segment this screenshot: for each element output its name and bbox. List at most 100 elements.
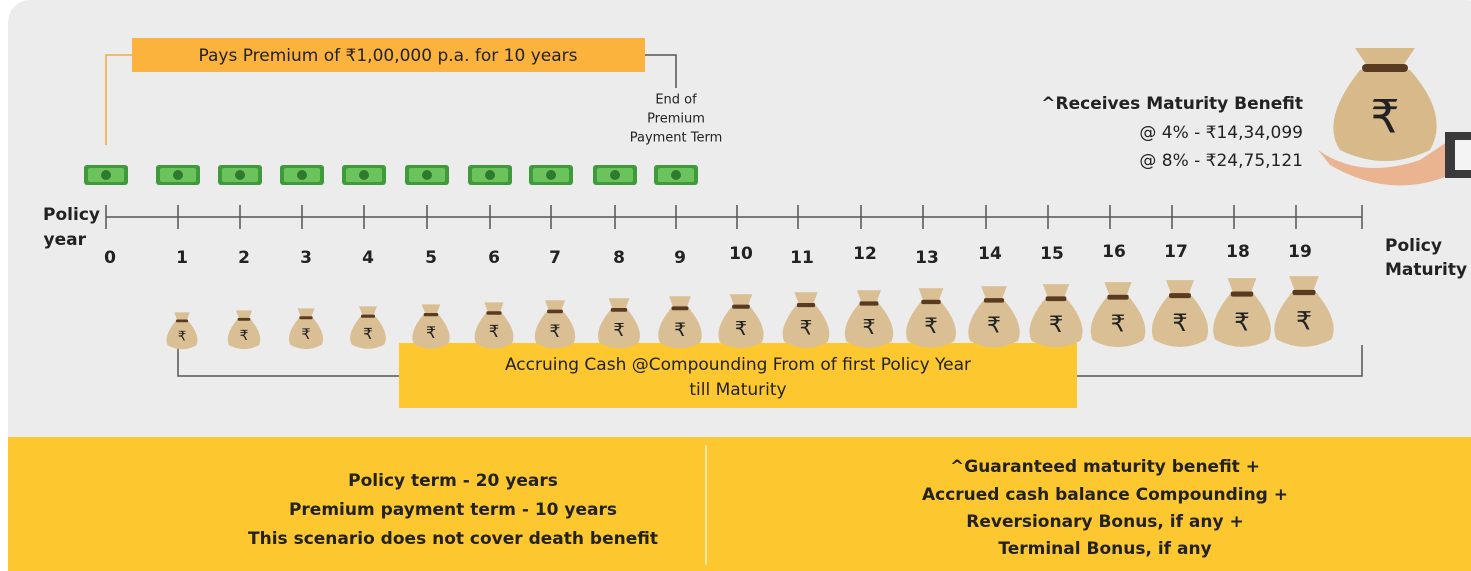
bag-top [794,292,818,306]
bag-symbol: ₹ [489,322,500,341]
cash-coin [173,170,183,180]
year-label: 18 [1226,242,1250,262]
footer-left: Premium payment term - 10 years [289,500,617,520]
svg-text:₹: ₹ [1370,90,1399,144]
bag-tie [1169,293,1191,299]
bag-top [1227,278,1257,295]
bag-tie [486,311,502,315]
bag-top [359,306,377,317]
cash-icon [218,165,262,185]
bag-symbol: ₹ [1296,306,1312,335]
year-label: 11 [790,248,814,268]
year-label: 4 [362,248,374,268]
year-label: 3 [300,248,312,268]
bag-body [166,321,198,350]
timeline-start-label: Policy [43,205,100,225]
footer-left: Policy term - 20 years [348,471,558,491]
money-bag: ₹ [534,300,576,349]
maturity-line: @ 4% - ₹14,34,099 [1139,123,1303,143]
bag-tie [796,303,816,308]
bag-body [1274,292,1334,347]
money-bag: ₹ [474,302,514,349]
year-label: 19 [1288,242,1312,262]
maturity-title: ^Receives Maturity Benefit [1041,94,1303,114]
bag-symbol: ₹ [301,327,310,343]
bag-tie [1230,291,1254,297]
bag-body [534,311,576,349]
bag-body [288,318,324,349]
bag-body [598,310,640,349]
bag-top [544,300,566,312]
money-bag: ₹ [844,290,894,348]
bag-symbol: ₹ [800,316,813,339]
money-bag: ₹ [906,288,956,348]
cash-coin [235,170,245,180]
bag-tie [1292,289,1316,296]
bag-top [856,290,882,304]
bag-symbol: ₹ [1111,310,1126,337]
bag-tie [859,301,879,306]
cash-icon [84,165,128,185]
hand-with-bag: ₹ [1318,48,1471,186]
timeline-end-label: Maturity [1385,260,1467,280]
cash-coin [359,170,369,180]
bag-tie [299,316,313,320]
bag-tie [732,304,750,309]
bag-body [968,300,1020,348]
bag-body [350,316,386,349]
background [8,0,1471,571]
money-bag: ₹ [718,294,764,348]
end-of-term: Payment Term [630,131,723,146]
year-label: 13 [915,248,939,268]
bag-tie [671,306,689,311]
bag-top [981,286,1007,301]
bag-symbol: ₹ [363,325,373,343]
bag-top [1289,276,1319,293]
footer-left: This scenario does not cover death benef… [248,529,658,549]
money-bag: ₹ [1213,278,1271,347]
premium-label: Pays Premium of ₹1,00,000 p.a. for 10 ye… [198,46,577,66]
year-label: 1 [176,248,188,268]
bag-top [1166,280,1194,297]
bag-symbol: ₹ [240,328,249,344]
bag-symbol: ₹ [613,320,624,341]
accrual-box [399,343,1077,408]
cash-icon [156,165,200,185]
bag-tie [610,307,628,312]
cash-coin [610,170,620,180]
bag-top [918,288,944,303]
footer-right: Terminal Bonus, if any [998,539,1211,559]
money-bag: ₹ [166,312,198,350]
footer-right: Reversionary Bonus, if any + [966,512,1244,532]
year-label: 17 [1164,242,1188,262]
year-label: 5 [425,248,437,268]
bag-tie [1045,296,1067,302]
bag-body [1213,294,1271,347]
premium-bracket [645,54,677,88]
cash-coin [671,170,681,180]
bag-body [474,313,514,349]
bag-body [658,308,702,349]
bag-body [844,303,894,348]
bag-body [718,307,764,348]
cash-icon [593,165,637,185]
money-bag: ₹ [1090,282,1146,348]
money-bag: ₹ [968,286,1020,348]
bag-body [1151,296,1209,348]
bag-symbol: ₹ [674,320,686,341]
footer-right: Accrued cash balance Compounding + [922,485,1288,505]
bag-symbol: ₹ [862,315,875,339]
timeline-start-label: year [44,230,87,250]
money-bag: ₹ [1151,280,1209,348]
bag-body [1090,297,1146,348]
cash-icon [654,165,698,185]
bag-top [1042,284,1070,300]
year-label: 15 [1040,244,1064,264]
bag-symbol: ₹ [550,322,561,342]
accrual-label: till Maturity [689,380,786,400]
money-bag: ₹ [782,292,830,348]
money-bag: ₹ [227,310,261,350]
bag-top [484,302,504,314]
cash-coin [422,170,432,180]
